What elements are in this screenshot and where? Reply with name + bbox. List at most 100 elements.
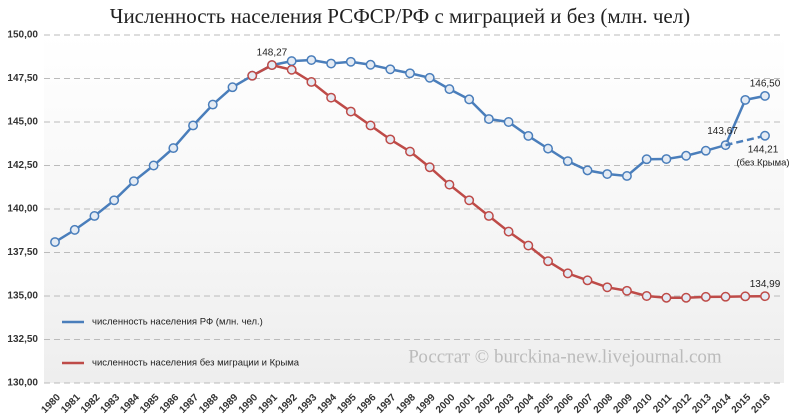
point — [50, 237, 60, 248]
point — [740, 291, 751, 302]
x-tick-label: 1994 — [316, 392, 340, 415]
y-tick-label: 132,50 — [7, 334, 38, 345]
point — [562, 268, 573, 279]
x-tick-label: 2004 — [513, 392, 537, 415]
point — [405, 146, 415, 157]
point — [503, 117, 514, 127]
legend-label: численность населения без миграции и Кры… — [92, 358, 300, 369]
point — [582, 165, 593, 176]
point — [661, 154, 672, 165]
point — [306, 55, 317, 66]
data-label: 134,99 — [750, 279, 781, 290]
point — [247, 70, 258, 81]
x-tick-label: 2007 — [572, 392, 596, 415]
point — [326, 92, 337, 103]
point — [483, 211, 494, 221]
point — [760, 291, 770, 302]
point — [326, 58, 337, 69]
point — [306, 77, 317, 87]
point — [405, 68, 415, 79]
x-tick-label: 2015 — [730, 392, 754, 415]
y-tick-label: 140,00 — [7, 204, 38, 215]
x-tick-label: 1988 — [197, 392, 221, 415]
data-label: 146,50 — [750, 79, 781, 90]
x-tick-label: 2002 — [473, 392, 497, 415]
series-line — [725, 134, 766, 147]
x-tick-label: 2003 — [493, 392, 517, 415]
point — [168, 143, 179, 154]
point — [385, 134, 396, 145]
point — [661, 292, 672, 303]
point — [365, 120, 376, 131]
point — [148, 160, 159, 171]
x-tick-label: 2005 — [533, 392, 557, 415]
y-tick-label: 142,50 — [7, 160, 38, 171]
point — [523, 240, 534, 251]
point — [641, 291, 652, 301]
x-tick-label: 1990 — [237, 392, 261, 415]
point — [464, 195, 475, 206]
annotation: (без Крыма) — [736, 157, 789, 168]
y-tick-label: 150,00 — [7, 30, 38, 41]
point — [286, 56, 297, 67]
point — [641, 154, 652, 165]
point — [365, 59, 376, 70]
point — [621, 170, 632, 181]
x-tick-label: 1991 — [256, 392, 280, 415]
point — [444, 179, 455, 190]
x-tick-label: 2014 — [710, 392, 734, 415]
x-tick-label: 1992 — [276, 392, 300, 415]
point — [523, 130, 534, 141]
point — [720, 291, 731, 302]
point — [464, 94, 475, 105]
y-tick-label: 130,00 — [7, 378, 38, 389]
point — [109, 195, 120, 206]
x-tick-label: 1993 — [296, 392, 320, 415]
point — [760, 130, 770, 141]
x-tick-label: 2011 — [651, 392, 674, 415]
x-tick-label: 1982 — [79, 392, 103, 415]
x-tick-label: 1984 — [118, 392, 142, 415]
point — [89, 211, 100, 221]
point — [602, 282, 613, 293]
x-tick-label: 1989 — [217, 392, 241, 415]
x-tick-label: 1980 — [39, 392, 63, 415]
point — [286, 64, 297, 75]
data-label: 144,21 — [748, 144, 779, 155]
x-tick-label: 2010 — [631, 392, 655, 415]
point — [681, 150, 692, 161]
point — [483, 114, 494, 124]
x-tick-label: 2013 — [690, 392, 714, 415]
point — [621, 285, 632, 296]
x-tick-label: 1996 — [355, 392, 379, 415]
point — [681, 292, 692, 303]
point — [582, 275, 593, 286]
x-tick-label: 1985 — [138, 392, 162, 415]
x-tick-label: 1987 — [178, 392, 202, 415]
x-tick-label: 1981 — [59, 392, 83, 415]
x-tick-label: 2001 — [454, 392, 478, 415]
point — [266, 60, 277, 71]
point — [444, 84, 455, 95]
point — [345, 56, 356, 67]
point — [385, 64, 396, 75]
point — [602, 169, 613, 179]
point — [424, 162, 435, 173]
legend-label: численность населения РФ (млн. чел.) — [92, 317, 263, 328]
point — [503, 226, 514, 237]
point — [345, 106, 356, 117]
x-tick-label: 2016 — [749, 392, 773, 415]
y-tick-label: 137,50 — [7, 247, 38, 258]
point — [760, 90, 770, 101]
x-tick-label: 2012 — [671, 392, 695, 415]
x-tick-label: 1999 — [414, 392, 438, 415]
point — [128, 176, 139, 187]
point — [424, 72, 435, 83]
y-tick-label: 147,50 — [7, 73, 38, 84]
point — [700, 291, 711, 302]
watermark: Росстат © burckina-new.livejournal.com — [408, 346, 722, 367]
point — [188, 120, 199, 131]
point — [69, 224, 80, 235]
point — [227, 82, 238, 93]
point — [562, 156, 573, 167]
